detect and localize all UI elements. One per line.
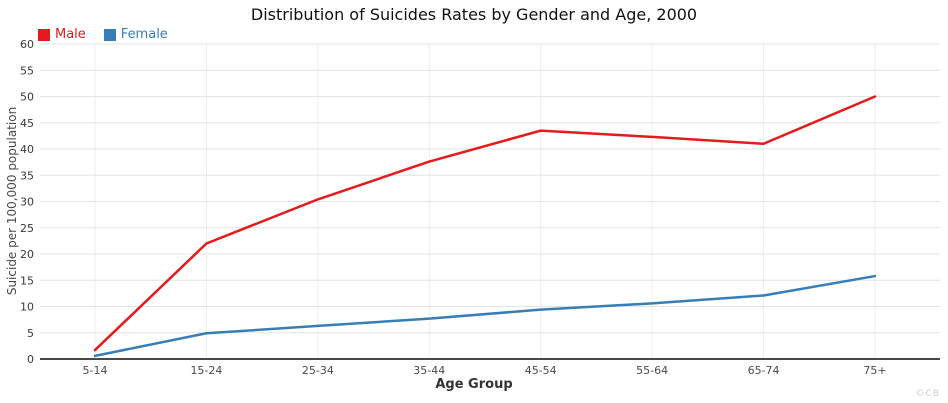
legend: Male Female	[38, 27, 168, 42]
x-tick-label: 75+	[863, 364, 886, 377]
y-tick-label: 20	[20, 248, 34, 261]
legend-item-female[interactable]: Female	[103, 27, 168, 42]
female-series-line	[93, 274, 877, 358]
y-tick-label: 15	[20, 274, 34, 287]
x-tick-label: 55-64	[636, 364, 668, 377]
x-tick-label: 35-44	[413, 364, 445, 377]
y-tick-label: 25	[20, 222, 34, 235]
chart-title: Distribution of Suicides Rates by Gender…	[250, 5, 698, 24]
y-tick-label: 40	[20, 143, 34, 156]
x-tick-label: 45-54	[525, 364, 557, 377]
male-legend-label: Male	[55, 27, 86, 42]
legend-item-male[interactable]: Male	[38, 27, 86, 42]
x-tick-label: 25-34	[302, 364, 334, 377]
y-tick-label: 5	[27, 327, 34, 340]
y-tick-label: 55	[20, 64, 34, 77]
male-swatch-icon	[38, 28, 50, 41]
y-tick-label: 35	[20, 169, 34, 182]
watermark: ©CB	[915, 389, 940, 399]
y-tick-label: 30	[20, 196, 34, 209]
x-tick-label: 5-14	[83, 364, 108, 377]
x-tick-label: 65-74	[748, 364, 780, 377]
y-axis-label: Suicide per 100,000 population	[5, 106, 19, 296]
female-swatch-icon	[103, 28, 116, 41]
x-axis-label: Age Group	[435, 377, 513, 392]
y-tick-label: 0	[27, 353, 34, 366]
y-tick-label: 10	[20, 301, 34, 314]
y-tick-label: 60	[20, 38, 34, 51]
female-legend-label: Female	[120, 27, 168, 42]
x-tick-label: 15-24	[190, 364, 222, 377]
y-tick-label: 45	[20, 117, 34, 130]
male-series-line	[93, 95, 877, 352]
y-tick-label: 50	[20, 91, 34, 104]
